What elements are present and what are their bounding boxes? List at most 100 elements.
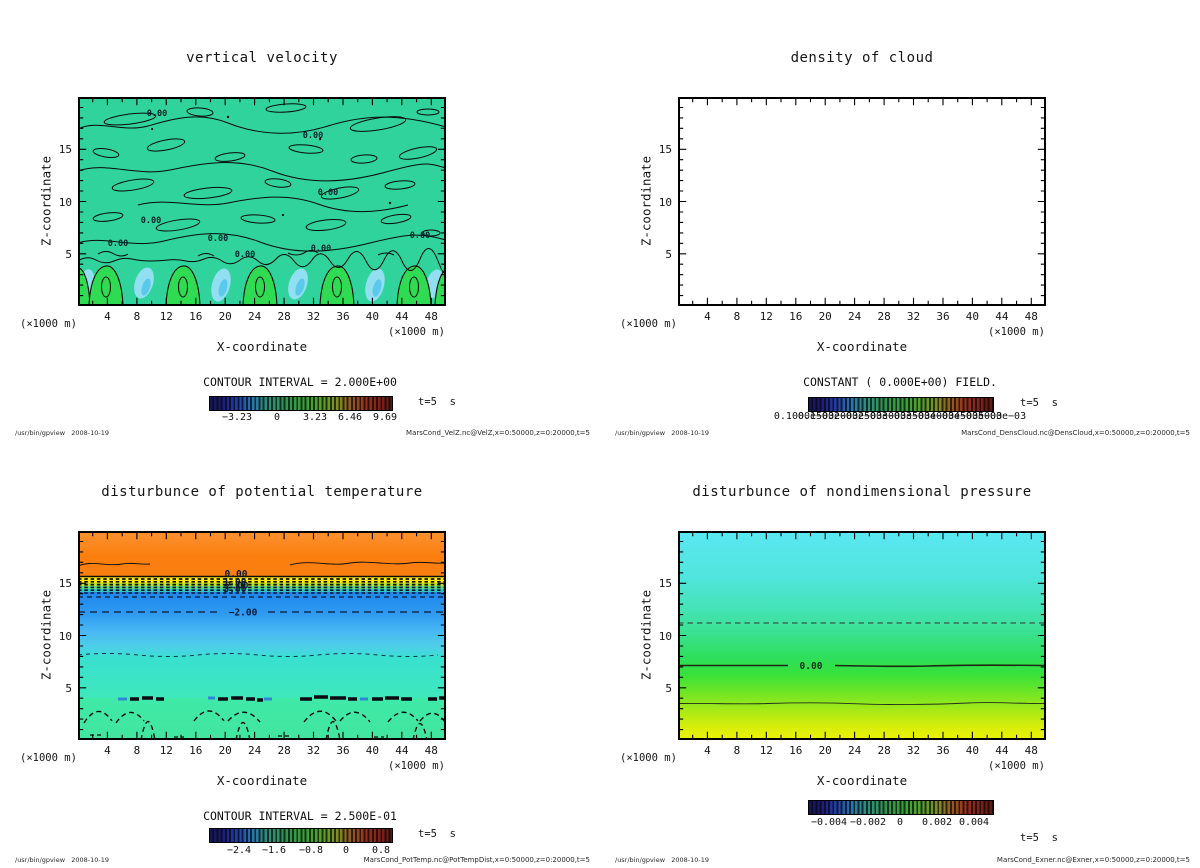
x-tick-label: 28 (877, 744, 891, 757)
x-tick-labels: 4 8 12 16 20 24 28 32 36 40 44 48 (0, 744, 600, 758)
contour-labels: 0.001.002.003.00 −2.00 (224, 569, 258, 619)
axis-ticks (79, 98, 445, 305)
x-tick-label: 32 (906, 744, 921, 757)
contour-label: 0.00 (208, 234, 228, 244)
x-tick-label: 48 (424, 744, 438, 757)
colorbar-tick-label-overlapped: 0.3500e−03 (893, 411, 955, 422)
colorbar-tick-label: 9.69 (372, 412, 398, 423)
footer-source: MarsCond_PotTemp.nc@PotTempDist,x=0:5000… (363, 856, 590, 864)
footer-command: /usr/bin/gpview 2008-10-19 (15, 856, 109, 864)
x-tick-label: 28 (277, 310, 291, 323)
colorbar-tick-label-overlapped: 0.3000e−03 (869, 411, 931, 422)
colorbar-tick-label: 0.8 (371, 845, 391, 856)
x-tick-label: 8 (133, 744, 141, 757)
x-unit-left: (×1000 m) (620, 752, 677, 764)
x-tick-label: 16 (189, 744, 203, 757)
x-axis-label: X-coordinate (816, 773, 908, 788)
updraft-cells (78, 265, 446, 306)
x-axis-label: X-coordinate (816, 339, 908, 354)
colorbar-heading: CONTOUR INTERVAL = 2.500E-01 (203, 809, 397, 823)
dash-clusters (130, 695, 446, 702)
x-tick-label: 36 (336, 744, 350, 757)
colorbar (209, 396, 393, 411)
plot-frame (78, 531, 446, 740)
colorbar-tick-labels: −2.4 −1.6 −0.8 0 0.8 (0, 845, 600, 858)
cell-contours (83, 710, 446, 740)
colorbar-tick-labels-overlapped: 0.1000e−03 0.1500e−03 0.2000e−03 0.2500e−03… (600, 411, 1200, 424)
y-tick-label: 10 (658, 629, 672, 643)
x-tick-label: 44 (995, 744, 1009, 757)
colorbar-tick-label: −0.004 (810, 817, 848, 828)
x-tick-label: 12 (159, 310, 173, 323)
x-tick-label: 44 (395, 310, 409, 323)
contour-label: 3.00 (224, 584, 247, 595)
y-tick-label: 15 (658, 577, 672, 591)
x-unit-right: (×1000 m) (988, 326, 1045, 338)
x-tick-label: 24 (248, 310, 262, 323)
panel-vertical-velocity: vertical velocity (0, 0, 600, 437)
y-tick-label: 10 (58, 195, 72, 209)
x-tick-label: 20 (218, 310, 232, 323)
footer-command: /usr/bin/gpview 2008-10-19 (615, 429, 709, 437)
footer-source: MarsCond_Exner.nc@Exner,x=0:50000,z=0:20… (996, 856, 1190, 864)
contour-labels: 0.00 (800, 661, 823, 672)
x-unit-right: (×1000 m) (388, 760, 445, 772)
colorbar-tick-label: 0 (342, 845, 350, 856)
x-tick-label: 24 (248, 744, 262, 757)
panel-density-of-cloud: density of cloud Z-coordinate 15 10 5 4 8 12… (600, 0, 1200, 437)
plot-frame (678, 531, 1046, 740)
x-tick-label: 20 (818, 744, 832, 757)
contour-label: 0.00 (141, 216, 161, 226)
plot-frame (678, 97, 1046, 306)
time-label: t=5 s (418, 396, 456, 408)
x-tick-label: 24 (848, 310, 862, 323)
colorbar (209, 828, 393, 843)
potential-temperature-plot: 0.001.002.003.00 −2.00 (78, 531, 446, 740)
x-tick-label: 32 (306, 744, 321, 757)
x-tick-label: 48 (1024, 744, 1038, 757)
contour-label: 0.00 (235, 250, 255, 260)
colorbar-heading: CONTOUR INTERVAL = 2.000E+00 (203, 375, 397, 389)
x-tick-label: 28 (877, 310, 891, 323)
x-tick-label: 16 (789, 744, 803, 757)
footer-source: MarsCond_VelZ.nc@VelZ,x=0:50000,z=0:2000… (406, 429, 590, 437)
colorbar-tick-label-overlapped: 0.1000e−03 (773, 411, 835, 422)
density-of-cloud-plot (678, 97, 1046, 306)
x-unit-left: (×1000 m) (20, 752, 77, 764)
x-unit-right: (×1000 m) (988, 760, 1045, 772)
panel-title: vertical velocity (186, 50, 338, 66)
x-tick-label: 44 (995, 310, 1009, 323)
colorbar-tick-label: 3.23 (302, 412, 328, 423)
colorbar-tick-label: 0.004 (958, 817, 990, 828)
x-tick-labels: 4 8 12 16 20 24 28 32 36 40 44 48 (0, 310, 600, 324)
axis-ticks (679, 532, 1045, 739)
contour-label: 0.00 (303, 131, 323, 141)
x-tick-label: 8 (133, 310, 141, 323)
colorbar-tick-label: −1.6 (261, 845, 287, 856)
panel-potential-temperature: disturbunce of potential temperature (0, 434, 600, 868)
y-tick-label: 5 (665, 681, 672, 695)
colorbar-tick-label-overlapped: 0.2500e−03 (845, 411, 907, 422)
contour-label: 0.00 (225, 569, 248, 580)
colorbar-tick-label-overlapped: 0.4500e−03 (941, 411, 1003, 422)
x-tick-label: 36 (936, 744, 950, 757)
x-tick-label: 12 (759, 310, 773, 323)
x-tick-label: 40 (965, 310, 980, 323)
zero-contours (78, 103, 446, 274)
x-axis-label: X-coordinate (216, 773, 308, 788)
x-tick-label: 8 (733, 744, 741, 757)
y-tick-label: 5 (65, 681, 72, 695)
colorbar-tick-label: 6.46 (337, 412, 363, 423)
contour-label: 0.00 (108, 239, 128, 249)
x-tick-label: 12 (759, 744, 773, 757)
x-unit-left: (×1000 m) (620, 318, 677, 330)
contour-label: 0.00 (318, 188, 338, 198)
time-label: t=5 s (1020, 397, 1058, 409)
contour-labels: 0.00 0.00 0.00 0.00 0.00 0.00 0.00 0.00 0.00 (108, 109, 430, 260)
colorbar-tick-label: −0.8 (298, 845, 324, 856)
contour-label: 2.00 (226, 581, 249, 592)
x-tick-label: 36 (936, 310, 950, 323)
x-tick-label: 4 (704, 744, 711, 757)
x-unit-left: (×1000 m) (20, 318, 77, 330)
